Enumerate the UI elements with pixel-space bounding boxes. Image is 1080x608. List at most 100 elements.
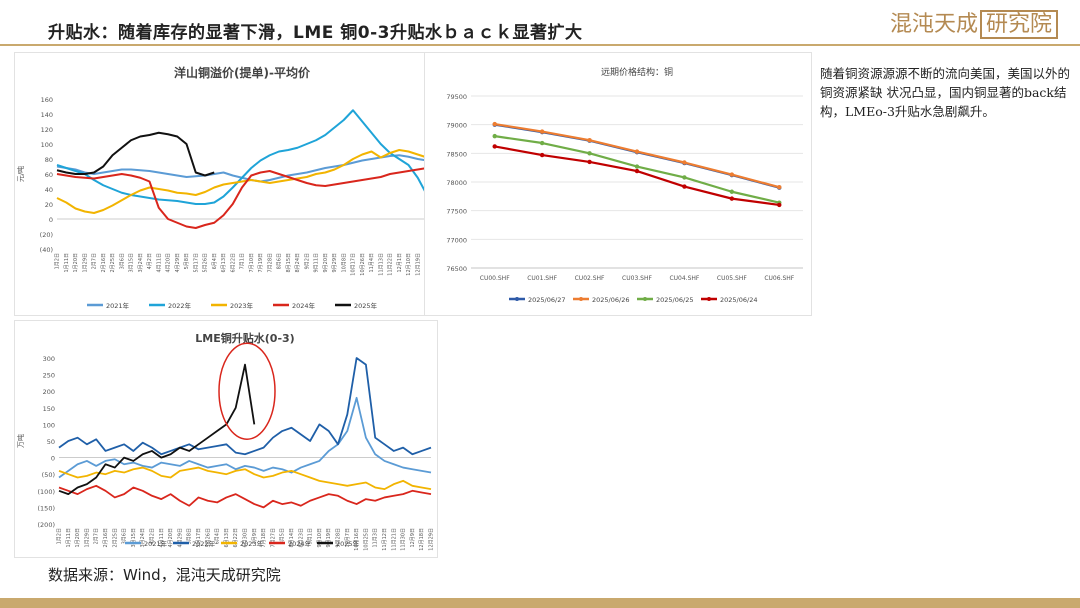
legend-label: 2025年 [354,301,378,310]
y-tick-label: 200 [43,388,55,396]
x-tick-label: 1月11日 [66,528,72,548]
x-tick-label: 11月22日 [388,253,394,276]
x-tick-label: 10月17日 [351,253,357,276]
x-tick-label: 3月15日 [129,253,135,273]
x-tick-label: 5月17日 [196,528,202,548]
y-tick-label: 0 [49,216,53,224]
data-point [492,121,497,127]
legend-label: 2021年 [106,301,130,310]
x-tick-label: CU06.SHF [764,275,794,282]
x-tick-label: 7月28日 [267,253,273,273]
legend-marker [515,297,519,301]
x-tick-label: 3月24日 [140,528,146,548]
y-tick-label: 100 [43,421,55,429]
x-tick-label: 11月21日 [391,528,397,551]
x-tick-label: 4月29日 [175,253,181,273]
x-tick-label: 4月20日 [168,528,174,548]
legend-label: 2025/06/25 [656,296,693,304]
y-tick-label: 40 [45,186,53,194]
x-tick-label: 11月4日 [369,253,375,273]
x-tick-label: 9月19日 [326,528,332,548]
chart-title: 远期价格结构：铜 [601,66,673,78]
x-tick-label: 5月17日 [193,253,199,273]
x-tick-label: 12月18日 [419,528,425,551]
page-title: 升贴水：随着库存的显著下滑，LME 铜0-3升贴水ｂａｃｋ显著扩大 [48,23,583,43]
x-tick-label: 3月15日 [131,528,137,548]
x-tick-label: 10月16日 [354,528,360,551]
x-tick-label: 6月22日 [233,528,239,548]
x-tick-label: 10月26日 [360,253,366,276]
legend-label: 2022年 [168,301,192,310]
data-point [634,168,640,174]
data-point [492,133,497,139]
x-tick-label: 1月11日 [64,253,70,273]
series-line [494,123,780,189]
chart-forward-curve: 远期价格结构：铜 79500 79000 78500 78000 77500 77000 76… [446,66,803,304]
x-tick-label: 6月13日 [224,528,230,548]
y-tick-label: 150 [43,405,55,413]
y-tick-label: 140 [41,111,53,119]
data-point [777,202,782,208]
x-tick-label: 4月11日 [156,253,162,273]
brand-suffix: 研究院 [979,10,1058,39]
series-line [494,123,780,189]
x-tick-label: 5月8日 [187,528,193,544]
x-tick-label: 12月9日 [410,528,416,548]
x-tick-label: 10月7日 [345,528,351,548]
x-tick-label: 2月25日 [110,253,116,273]
x-tick-label: 9月20日 [323,253,329,273]
data-point [587,159,592,165]
series-line [56,109,428,205]
x-tick-label: CU02.SHF [575,275,605,282]
x-tick-label: 2月7日 [94,528,100,544]
chart-title: LME铜升贴水(0-3) [195,331,294,345]
commentary-text: 随着铜资源源源不断的流向美国，美国以外的铜资源紧缺 状况凸显，国内铜显著的bac… [820,66,1071,119]
series-line [56,167,428,229]
x-tick-label: 3月24日 [138,253,144,273]
x-tick-label: 1月29日 [82,253,88,273]
x-tick-label: 8月24日 [295,253,301,273]
x-tick-label: 5月26日 [205,528,211,548]
data-point [634,164,640,169]
legend-label: 2023年 [230,301,254,310]
x-tick-label: CU04.SHF [669,275,699,282]
y-tick-label: (150) [38,504,55,512]
x-tick-label: 2月25日 [112,528,118,548]
series-line [58,484,432,509]
x-tick-label: 9月11日 [314,253,320,273]
x-tick-label: 1月2日 [57,528,63,544]
series-line [56,149,428,214]
y-tick-label: 77000 [446,236,467,244]
data-point [587,151,592,156]
x-tick-label: 8月5日 [280,528,286,544]
x-tick-label: 2月16日 [101,253,107,273]
data-point [682,160,687,165]
legend-marker [707,297,711,301]
y-axis-label: 万吨 [16,434,25,448]
series-line [58,363,256,496]
x-tick-label: 8月6日 [277,253,283,269]
x-tick-label: 3月6日 [122,528,128,544]
x-tick-label: 12月19日 [415,253,421,276]
x-tick-label: 4月2日 [150,528,156,544]
y-tick-label: (50) [42,471,55,479]
x-tick-label: 12月29日 [429,528,435,551]
legend-label: 2025/06/26 [592,296,629,304]
data-point [492,144,497,149]
legend-label: 2025/06/27 [528,296,565,304]
y-tick-label: (200) [38,521,55,529]
x-tick-label: 8月14日 [289,528,295,548]
x-tick-label: 6月4日 [215,528,221,544]
data-point [587,137,592,143]
data-point [682,175,687,180]
y-tick-label: 20 [45,201,53,209]
y-tick-label: 76500 [446,265,467,273]
x-tick-label: 6月4日 [212,253,218,269]
x-tick-label: 8月15日 [286,253,292,273]
y-tick-label: 300 [43,355,55,363]
x-tick-label: 1月29日 [84,528,90,548]
legend-label: 2021年 [144,539,168,548]
data-source: 数据来源：Wind，混沌天成研究院 [48,566,281,584]
x-tick-label: 12月1日 [397,253,403,273]
legend-marker [579,297,583,301]
